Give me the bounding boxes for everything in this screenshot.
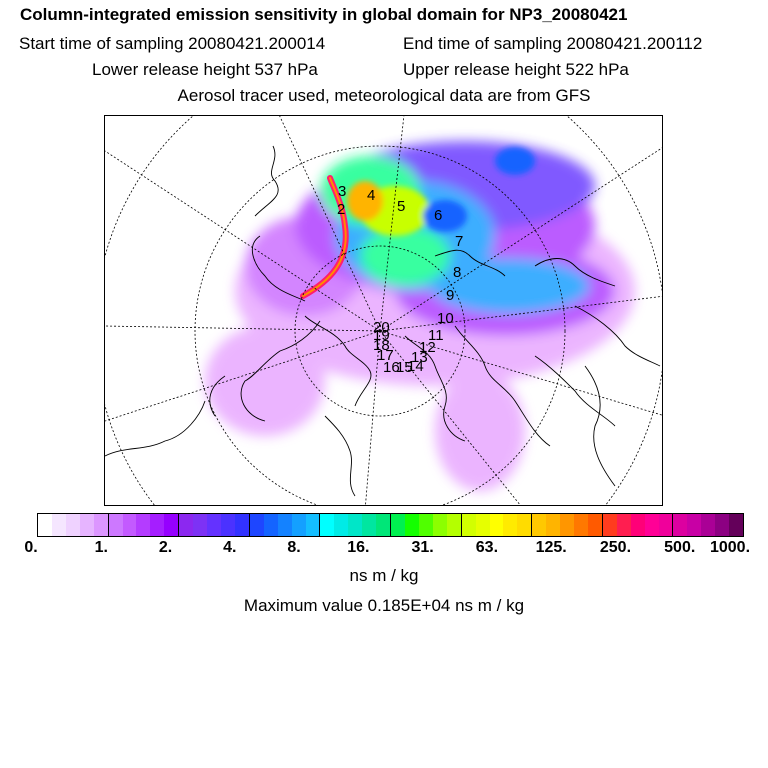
colorbar-swatch <box>560 514 575 536</box>
colorbar-swatch <box>715 514 730 536</box>
colorbar-swatch <box>461 514 476 536</box>
colorbar <box>37 513 744 537</box>
track-label: 20 <box>373 319 390 336</box>
colorbar-swatch <box>193 514 208 536</box>
colorbar-swatch <box>38 514 52 536</box>
colorbar-swatch <box>418 514 433 536</box>
colorbar-swatch <box>517 514 533 536</box>
colorbar-tick-label: 4. <box>223 539 237 556</box>
colorbar-swatch <box>179 514 194 536</box>
colorbar-swatch <box>404 514 419 536</box>
colorbar-tick-label: 63. <box>475 539 499 556</box>
colorbar-swatch <box>630 514 645 536</box>
track-label: 15 <box>396 359 413 376</box>
colorbar-swatch <box>234 514 250 536</box>
colorbar-tick-label: 16. <box>347 539 370 556</box>
colorbar-swatch <box>489 514 504 536</box>
map-panel: 2 3 4 5 6 7 8 9 10 11 12 13 14 15 16 17 … <box>104 115 663 506</box>
end-time: End time of sampling 20080421.200112 <box>403 34 703 53</box>
colorbar-tick-label: 1. <box>94 539 108 556</box>
colorbar-tick-label: 0. <box>24 539 38 556</box>
coastlines <box>105 145 661 497</box>
colorbar-swatch <box>150 514 165 536</box>
track-label: 18 <box>373 337 390 354</box>
colorbar-swatch <box>220 514 235 536</box>
colorbar-tick-label: 2. <box>158 539 173 556</box>
colorbar-swatch <box>644 514 659 536</box>
colorbar-swatch <box>122 514 137 536</box>
colorbar-swatch <box>602 514 617 536</box>
colorbar-swatch <box>687 514 702 536</box>
colorbar-swatch <box>729 514 744 536</box>
colorbar-swatch <box>348 514 363 536</box>
colorbar-swatch <box>432 514 447 536</box>
track-label: 13 <box>411 349 428 366</box>
colorbar-swatch <box>65 514 80 536</box>
colorbar-swatch <box>503 514 518 536</box>
colorbar-swatch <box>263 514 278 536</box>
colorbar-swatch <box>79 514 94 536</box>
colorbar-tick-label: 500. <box>664 539 696 556</box>
colorbar-swatch <box>277 514 292 536</box>
track-label: 11 <box>428 327 444 344</box>
track-label: 17 <box>377 347 394 364</box>
track-label: 9 <box>446 287 454 304</box>
upper-release-height: Upper release height 522 hPa <box>403 60 629 79</box>
start-time: Start time of sampling 20080421.200014 <box>19 34 326 53</box>
colorbar-tick-label: 31. <box>411 539 434 556</box>
tracer-note: Aerosol tracer used, meteorological data… <box>177 86 591 105</box>
colorbar-swatch <box>391 514 405 536</box>
track-label: 10 <box>437 310 454 327</box>
colorbar-swatch <box>334 514 349 536</box>
colorbar-swatch <box>658 514 674 536</box>
colorbar-swatch <box>249 514 264 536</box>
colorbar-swatch <box>475 514 490 536</box>
colorbar-swatch <box>320 514 335 536</box>
track-label: 5 <box>397 198 405 215</box>
colorbar-swatch <box>587 514 603 536</box>
colorbar-swatch <box>93 514 109 536</box>
track-label: 2 <box>337 201 345 218</box>
track-labels: 2 3 4 5 6 7 8 9 10 11 12 13 14 15 16 17 … <box>337 183 463 376</box>
sensitivity-map: 2 3 4 5 6 7 8 9 10 11 12 13 14 15 16 17 … <box>105 116 662 505</box>
track-label: 6 <box>434 207 442 224</box>
colorbar-ticks: 0. 1. 2. 4. 8. 16. 31. 63. 125. 250. 500. 1000. <box>0 539 768 561</box>
track-label: 14 <box>407 358 424 375</box>
colorbar-swatch <box>305 514 321 536</box>
colorbar-swatch <box>673 514 688 536</box>
colorbar-swatch <box>207 514 221 536</box>
graticule <box>105 116 662 505</box>
max-value-text: Maximum value 0.185E+04 ns m / kg <box>243 596 525 615</box>
colorbar-swatch <box>362 514 377 536</box>
lower-release-height: Lower release height 537 hPa <box>92 60 318 79</box>
colorbar-swatch <box>136 514 151 536</box>
colorbar-swatch <box>164 514 180 536</box>
colorbar-swatch <box>701 514 716 536</box>
colorbar-tick-label: 8. <box>287 539 301 556</box>
colorbar-swatch <box>616 514 631 536</box>
track-label: 4 <box>367 187 375 204</box>
colorbar-swatch <box>574 514 588 536</box>
colorbar-swatch <box>446 514 462 536</box>
colorbar-swatch <box>532 514 547 536</box>
colorbar-swatch <box>51 514 66 536</box>
track-label: 19 <box>373 327 390 344</box>
colorbar-tick-label: 125. <box>535 539 567 556</box>
colorbar-swatch <box>291 514 306 536</box>
track-label: 7 <box>455 233 463 250</box>
track-label: 3 <box>338 183 346 200</box>
colorbar-tick-label: 250. <box>599 539 632 556</box>
track-label: 16 <box>383 359 400 376</box>
sensitivity-field <box>205 141 635 491</box>
track-label: 12 <box>419 339 436 356</box>
colorbar-unit: ns m / kg <box>349 566 419 585</box>
colorbar-swatch <box>546 514 561 536</box>
colorbar-swatch <box>376 514 392 536</box>
colorbar-swatch <box>108 514 123 536</box>
track-label: 8 <box>453 264 461 281</box>
colorbar-tick-label: 1000. <box>709 539 751 556</box>
map-title: Column-integrated emission sensitivity i… <box>20 5 628 24</box>
